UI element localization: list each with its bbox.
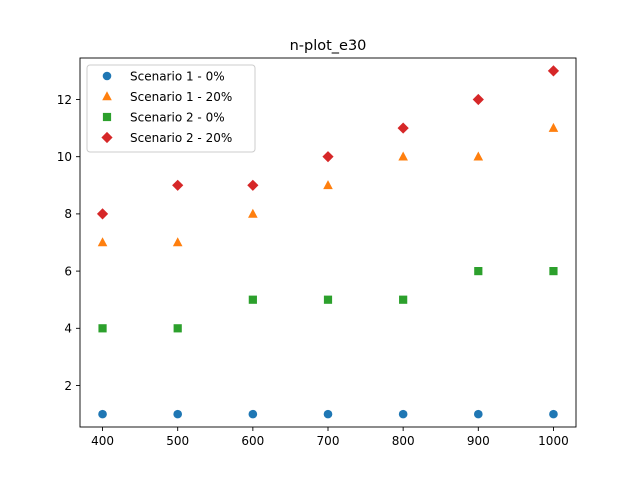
x-tick-label: 500 bbox=[166, 434, 189, 448]
legend-label: Scenario 1 - 20% bbox=[130, 90, 232, 104]
data-point bbox=[547, 65, 560, 77]
x-tick-label: 800 bbox=[392, 434, 415, 448]
data-point bbox=[398, 151, 408, 161]
data-point bbox=[473, 151, 484, 161]
data-point bbox=[397, 122, 409, 134]
y-tick-label: 2 bbox=[64, 379, 72, 393]
legend-marker bbox=[102, 91, 112, 101]
data-point bbox=[323, 295, 333, 304]
series-1-points bbox=[98, 409, 558, 419]
y-tick-label: 4 bbox=[64, 322, 72, 336]
data-point bbox=[323, 409, 333, 419]
series-4-points bbox=[96, 65, 560, 220]
data-point bbox=[549, 267, 558, 276]
data-point bbox=[172, 237, 183, 247]
axis-ticks: 400 500 600 700 800 900 1000 2 4 6 8 10 12 bbox=[57, 93, 569, 448]
data-point bbox=[548, 122, 559, 132]
legend-label: Scenario 2 - 0% bbox=[130, 111, 225, 125]
data-point bbox=[472, 93, 484, 106]
data-point bbox=[98, 324, 107, 333]
legend-label: Scenario 2 - 20% bbox=[130, 131, 232, 145]
data-point bbox=[248, 295, 257, 304]
x-tick-label: 900 bbox=[467, 434, 490, 448]
data-points bbox=[96, 65, 560, 419]
data-point bbox=[98, 409, 107, 419]
chart-title: n-plot_e30 bbox=[290, 38, 367, 54]
data-point bbox=[323, 180, 333, 190]
data-point bbox=[173, 324, 182, 333]
data-point bbox=[97, 237, 108, 247]
legend-marker bbox=[102, 112, 112, 122]
x-tick-label: 1000 bbox=[538, 434, 569, 448]
data-point bbox=[247, 179, 259, 191]
y-tick-label: 10 bbox=[57, 150, 72, 164]
series-3-points bbox=[98, 267, 558, 333]
data-point bbox=[549, 409, 558, 419]
legend: Scenario 1 - 0% Scenario 1 - 20% Scenario … bbox=[86, 64, 256, 153]
data-point bbox=[474, 409, 483, 419]
y-tick-label: 6 bbox=[64, 264, 72, 278]
legend-marker bbox=[101, 131, 113, 144]
x-tick-label: 400 bbox=[91, 434, 114, 448]
data-point bbox=[96, 208, 109, 220]
data-point bbox=[173, 409, 182, 419]
series-2-points bbox=[97, 122, 559, 247]
data-point bbox=[474, 267, 483, 276]
y-tick-label: 12 bbox=[57, 93, 72, 107]
legend-marker bbox=[102, 71, 112, 81]
data-point bbox=[248, 208, 258, 218]
data-point bbox=[248, 409, 258, 419]
legend-label: Scenario 1 - 0% bbox=[130, 70, 225, 84]
data-point bbox=[322, 151, 334, 163]
x-tick-label: 600 bbox=[241, 434, 264, 448]
data-point bbox=[399, 295, 408, 304]
y-tick-label: 8 bbox=[64, 207, 72, 221]
data-point bbox=[398, 409, 408, 419]
plot-area-frame bbox=[79, 57, 577, 428]
legend-box bbox=[86, 64, 256, 153]
x-tick-label: 700 bbox=[317, 434, 340, 448]
data-point bbox=[172, 179, 184, 191]
